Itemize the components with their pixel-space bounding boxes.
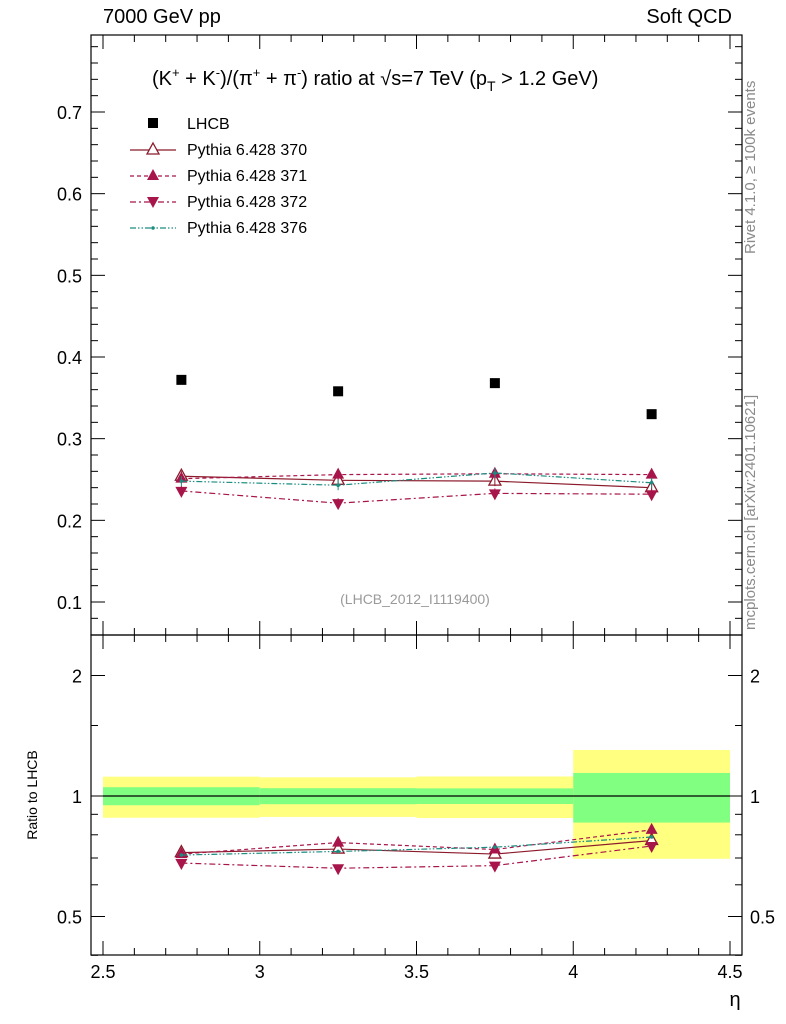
ratio-point-p376 xyxy=(336,849,340,854)
ratio-point-p376 xyxy=(179,853,184,857)
ratio-y-tick-label-right: 0.5 xyxy=(750,908,775,928)
data-point-lhcb xyxy=(333,386,344,397)
ratio-y-axis-label: Ratio to LHCB xyxy=(24,750,40,839)
x-axis-label: η xyxy=(729,989,740,1011)
ratio-band-inner xyxy=(573,772,730,823)
x-tick-label: 4.5 xyxy=(717,962,742,982)
header-right: Soft QCD xyxy=(646,6,732,28)
ratio-y-tick-label: 0.5 xyxy=(57,908,82,928)
data-point-lhcb xyxy=(646,409,657,420)
ratio-frame xyxy=(90,634,743,956)
analysis-watermark: (LHCB_2012_I1119400) xyxy=(340,591,490,607)
ratio-y-tick-label: 2 xyxy=(72,667,82,687)
series-line-p372 xyxy=(181,490,652,504)
header-left: 7000 GeV pp xyxy=(103,6,221,28)
ratio-line-p371 xyxy=(181,829,652,855)
ratio-plot-area: 2.5 3 3.5 4 4.5 0.5 0.5 1 1 2 2 xyxy=(57,634,775,982)
y-tick-label: 0.2 xyxy=(57,511,82,531)
ratio-point-p371 xyxy=(332,835,345,847)
main-plot-area: 0.1 0.2 0.3 0.4 0.5 0.6 0.7 xyxy=(57,34,743,955)
legend-label-p370: Pythia 6.428 370 xyxy=(187,142,307,159)
legend-marker-p370 xyxy=(145,141,161,155)
ratio-line-p372 xyxy=(181,845,652,869)
legend-label-p372: Pythia 6.428 372 xyxy=(187,194,307,211)
ratio-point-p376 xyxy=(649,835,654,839)
y-tick-label: 0.7 xyxy=(57,103,82,123)
ratio-point-p371 xyxy=(645,822,658,834)
legend-label-lhcb: LHCB xyxy=(187,116,230,133)
y-tick-label: 0.1 xyxy=(57,593,82,613)
ratio-point-p372 xyxy=(175,859,188,871)
data-point-lhcb xyxy=(176,374,187,385)
x-tick-label: 3.5 xyxy=(404,962,429,982)
ratio-y-tick-label-right: 1 xyxy=(750,787,760,807)
x-tick-label: 3 xyxy=(255,962,265,982)
legend-marker-p371 xyxy=(147,169,159,180)
ratio-point-p376 xyxy=(493,845,497,849)
chart-title: (K+ + K-)/(π+ + π-) ratio at √s=7 TeV (p… xyxy=(152,65,598,94)
legend-label-p371: Pythia 6.428 371 xyxy=(187,168,307,185)
y-tick-label: 0.3 xyxy=(57,430,82,450)
x-tick-label: 4 xyxy=(568,962,578,982)
ratio-point-p372 xyxy=(332,864,345,876)
y-tick-label: 0.5 xyxy=(57,266,82,286)
series-line-p371 xyxy=(181,473,652,480)
y-tick-label: 0.4 xyxy=(57,348,82,368)
ratio-point-p372 xyxy=(645,842,658,854)
ratio-y-tick-label-right: 2 xyxy=(750,667,760,687)
legend-label-p376: Pythia 6.428 376 xyxy=(187,220,307,237)
ratio-point-p372 xyxy=(488,861,501,873)
y-tick-label: 0.6 xyxy=(57,185,82,205)
legend-marker-p372 xyxy=(147,197,159,208)
series-line-p370 xyxy=(181,475,652,489)
ratio-line-p370 xyxy=(181,839,652,855)
data-point-lhcb xyxy=(489,378,500,389)
x-tick-label: 2.5 xyxy=(90,962,115,982)
legend: LHCB Pythia 6.428 370 Pythia 6.428 371 P… xyxy=(130,116,307,237)
series-line-p376 xyxy=(181,472,652,486)
ratio-line-p376 xyxy=(181,836,652,856)
legend-marker-p376 xyxy=(151,226,155,230)
legend-marker-lhcb xyxy=(148,118,158,128)
ratio-y-tick-label: 1 xyxy=(72,787,82,807)
